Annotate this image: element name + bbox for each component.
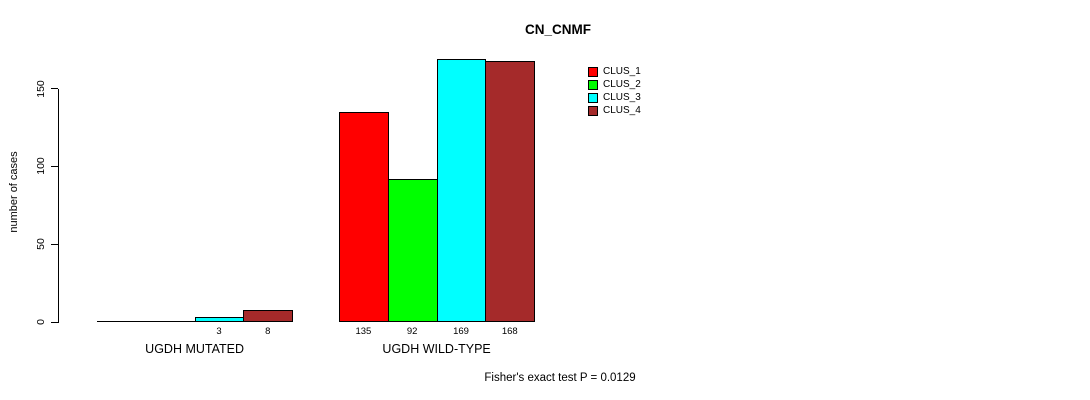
bar-value-label: 92 — [406, 326, 418, 337]
y-axis-tick — [50, 165, 58, 167]
y-axis-tick-label: 150 — [34, 79, 47, 98]
y-axis-tick-label: 50 — [34, 238, 47, 251]
bar-clus_3 — [436, 59, 487, 322]
legend-label-clus_2: CLUS_2 — [603, 79, 641, 90]
bar-clus_1 — [339, 112, 389, 322]
category-label-2: UGDH WILD-TYPE — [382, 342, 491, 356]
bar-value-label: 3 — [216, 326, 222, 337]
bar-value-label: 135 — [355, 326, 372, 337]
y-axis-label: number of cases — [8, 151, 20, 233]
legend-swatch-clus_1 — [588, 67, 598, 77]
bar-value-label: 168 — [501, 326, 518, 337]
bar-clus_3 — [194, 317, 245, 322]
legend-label-clus_1: CLUS_1 — [603, 66, 641, 77]
y-axis-line — [57, 88, 59, 323]
fisher-test-annotation: Fisher's exact test P = 0.0129 — [484, 372, 636, 384]
chart-title: CN_CNMF — [525, 22, 591, 37]
y-axis-tick — [50, 88, 58, 90]
legend-swatch-clus_2 — [588, 80, 598, 90]
legend-label-clus_3: CLUS_3 — [603, 92, 641, 103]
bar-clus_2-zero — [145, 321, 196, 323]
bar-clus_2 — [387, 178, 438, 322]
y-axis-tick — [50, 243, 58, 245]
bar-value-label: 8 — [265, 326, 271, 337]
bar-clus_4 — [243, 309, 294, 322]
legend-swatch-clus_4 — [588, 106, 598, 116]
y-axis-tick-label: 0 — [34, 319, 47, 325]
bar-value-label: 169 — [453, 326, 469, 337]
bar-clus_4 — [485, 60, 536, 322]
y-axis-tick — [50, 321, 58, 323]
y-axis-tick-label: 100 — [34, 157, 47, 176]
bar-clus_1-zero — [97, 321, 147, 323]
legend-swatch-clus_3 — [588, 93, 598, 103]
legend-label-clus_4: CLUS_4 — [603, 105, 641, 116]
category-label-1: UGDH MUTATED — [145, 342, 245, 356]
